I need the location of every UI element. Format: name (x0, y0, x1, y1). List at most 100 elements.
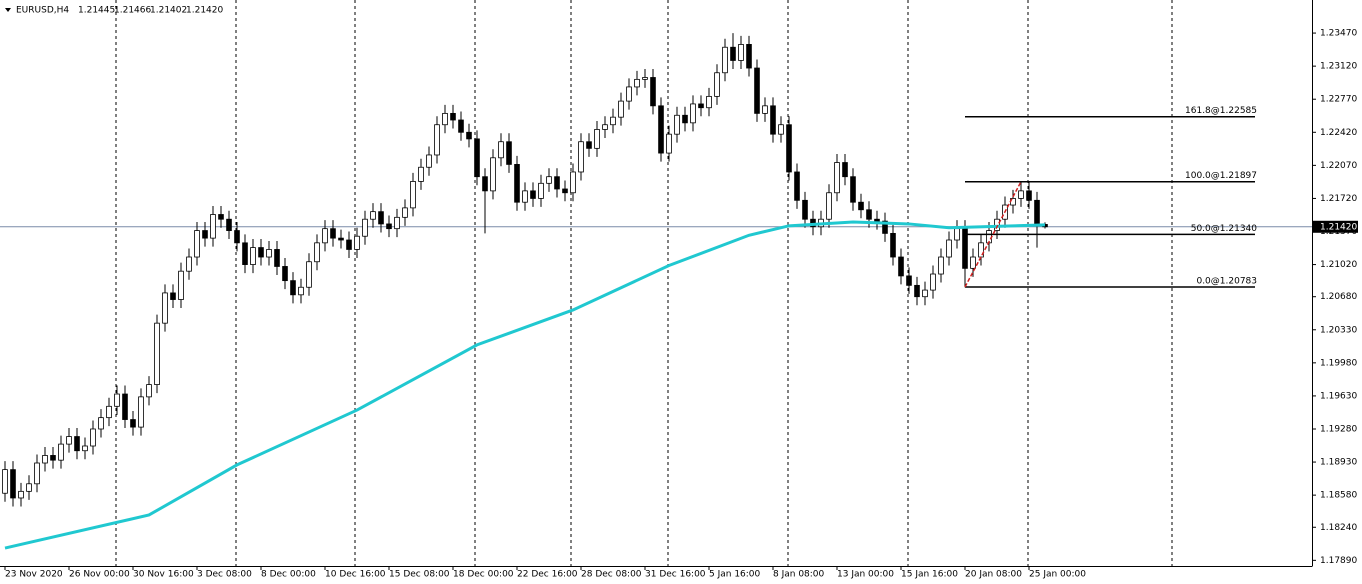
candle-body (106, 405, 112, 419)
y-tick-label: 1.23120 (1320, 62, 1357, 72)
moving-average (4, 220, 1046, 550)
candle-body (226, 218, 232, 231)
candle-body (186, 256, 192, 272)
x-tick-label: 25 Jan 00:00 (1029, 570, 1086, 580)
candle-body (634, 78, 640, 88)
candle-body (538, 182, 544, 199)
candle-body (626, 86, 632, 102)
candle-body (570, 171, 576, 194)
candle-body (250, 247, 256, 265)
candle-body (970, 256, 976, 269)
candle-body (690, 103, 696, 124)
symbol: EURUSD,H4 (16, 6, 69, 16)
candle-body (666, 133, 672, 154)
x-tick-label: 15 Jan 16:00 (901, 570, 958, 580)
candle-body (194, 230, 200, 258)
candle-body (202, 230, 208, 239)
candle-body (298, 286, 304, 296)
y-tick-label: 1.20330 (1320, 325, 1357, 335)
fibo-label: 161.8@1.22585 (1185, 106, 1257, 116)
candle-body (922, 289, 928, 298)
y-tick-label: 1.21020 (1320, 260, 1357, 270)
candle-body (330, 228, 336, 239)
y-tick-label: 1.22420 (1320, 128, 1357, 138)
candle-body (18, 490, 24, 499)
candle-body (90, 428, 96, 447)
candle-body (506, 141, 512, 165)
candle-body (394, 216, 400, 230)
candle-body (522, 190, 528, 203)
candle-body (50, 455, 56, 461)
candle-body (514, 164, 520, 203)
candle-body (378, 211, 384, 225)
fibo-label: 100.0@1.21897 (1185, 171, 1257, 181)
candle-body (586, 141, 592, 149)
x-tick-label: 28 Dec 08:00 (581, 570, 642, 580)
candle-body (890, 232, 896, 258)
candle-body (914, 284, 920, 298)
candle-body (370, 211, 376, 220)
x-tick-label: 23 Nov 2020 (5, 570, 63, 580)
candle-body (122, 393, 128, 420)
candle-body (490, 157, 496, 192)
candle-body (730, 46, 736, 61)
x-tick-label: 15 Dec 08:00 (389, 570, 450, 580)
x-tick-label: 18 Dec 00:00 (453, 570, 514, 580)
fibo-label: 50.0@1.21340 (1191, 224, 1258, 234)
candle-body (234, 230, 240, 244)
candle-body (738, 44, 744, 61)
candle-body (130, 419, 136, 428)
candle-body (882, 220, 888, 234)
candle-body (10, 469, 16, 499)
header-open: 1.21445 (78, 6, 115, 16)
candle-body (954, 228, 960, 241)
candle-body (938, 256, 944, 275)
candle-body (1018, 190, 1024, 199)
bid-box (1312, 220, 1358, 233)
candle-body (434, 124, 440, 156)
candle-body (98, 417, 104, 430)
candle-body (850, 176, 856, 203)
y-tick-label: 1.18240 (1320, 523, 1357, 533)
x-tick-label: 8 Dec 00:00 (261, 570, 316, 580)
y-tick-label: 1.18580 (1320, 491, 1357, 501)
y-tick-label: 1.21720 (1320, 194, 1357, 204)
candle-body (138, 396, 144, 428)
y-tick-label: 1.22770 (1320, 95, 1357, 105)
candle-body (42, 455, 48, 464)
candle-body (362, 218, 368, 237)
candle-body (546, 176, 552, 184)
candle-body (866, 209, 872, 220)
header-low: 1.21402 (150, 6, 187, 16)
candle-body (754, 67, 760, 114)
y-tick-label: 1.19280 (1320, 424, 1357, 434)
candle-body (722, 46, 728, 74)
candle-body (594, 129, 600, 149)
candle-body (306, 261, 312, 288)
y-tick-label: 1.19630 (1320, 391, 1357, 401)
candle-body (930, 273, 936, 291)
candle-body (682, 114, 688, 124)
candle-body (282, 266, 288, 282)
candle-body (402, 207, 408, 218)
candle-body (242, 242, 248, 265)
candle-body (346, 239, 352, 250)
fibo-trendline (964, 181, 1022, 288)
candle-body (482, 176, 488, 192)
candle-body (218, 214, 224, 220)
candle-body (314, 242, 320, 263)
bid-label: 1.21420 (1320, 222, 1357, 232)
candle-body (562, 188, 568, 194)
y-tick-label: 1.17890 (1320, 556, 1357, 566)
candle-body (642, 77, 648, 80)
candle-body (898, 256, 904, 277)
candle-body (674, 114, 680, 135)
candle-body (1026, 190, 1032, 201)
x-tick-label: 31 Dec 16:00 (645, 570, 706, 580)
candle-body (74, 436, 80, 452)
candle-body (946, 239, 952, 258)
x-tick-label: 5 Jan 16:00 (709, 570, 761, 580)
